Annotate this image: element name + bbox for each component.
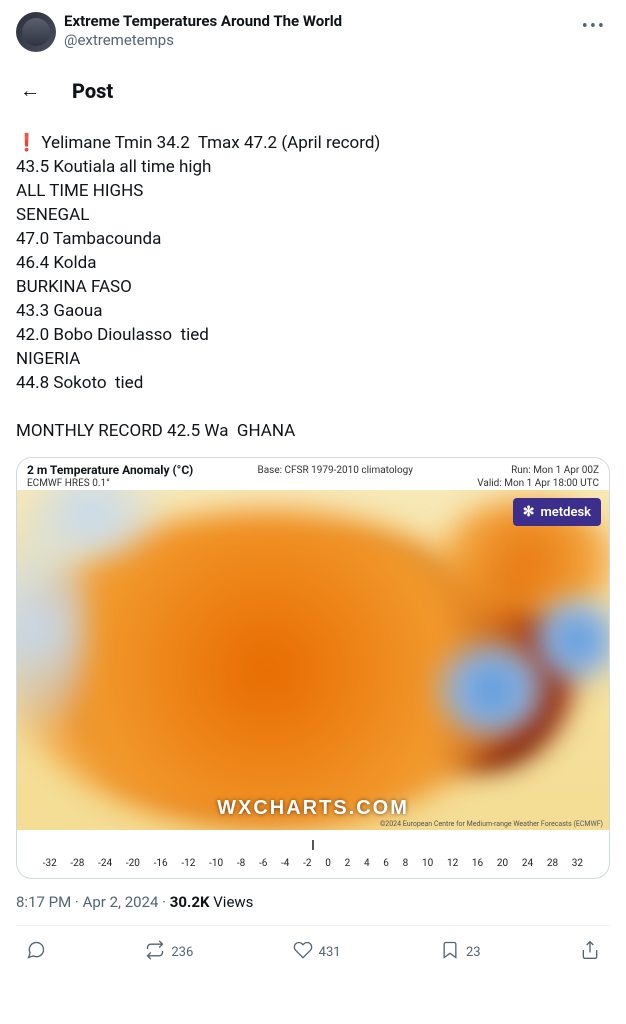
chart-base: Base: CFSR 1979-2010 climatology bbox=[257, 464, 413, 490]
wxcharts-watermark: WXCHARTS.COM bbox=[217, 797, 409, 820]
map-area: ✻ metdesk WXCHARTS.COM ©2024 European Ce… bbox=[17, 490, 609, 830]
chart-title: 2 m Temperature Anomaly (°C) bbox=[27, 464, 193, 477]
chart-inner: 2 m Temperature Anomaly (°C) ECMWF HRES … bbox=[17, 458, 609, 878]
chart-run: Run: Mon 1 Apr 00Z bbox=[477, 464, 599, 477]
snowflake-icon: ✻ bbox=[523, 504, 535, 520]
chart-card[interactable]: 2 m Temperature Anomaly (°C) ECMWF HRES … bbox=[16, 457, 610, 879]
divider bbox=[16, 925, 610, 926]
chart-subtitle: ECMWF HRES 0.1° bbox=[27, 477, 193, 490]
like-button[interactable]: 431 bbox=[293, 940, 341, 964]
handle: @extremetemps bbox=[64, 31, 342, 50]
views-count: 30.2K bbox=[170, 893, 210, 911]
gradient-strip bbox=[312, 840, 314, 850]
bookmark-icon bbox=[440, 940, 460, 964]
post-date[interactable]: Apr 2, 2024 bbox=[83, 893, 159, 911]
post-label: Post bbox=[72, 79, 113, 103]
bookmark-button[interactable]: 23 bbox=[440, 940, 481, 964]
reply-icon bbox=[26, 940, 46, 964]
retweet-button[interactable]: 236 bbox=[145, 940, 193, 964]
like-count: 431 bbox=[319, 945, 341, 960]
display-name: Extreme Temperatures Around The World bbox=[64, 12, 342, 31]
account-names[interactable]: Extreme Temperatures Around The World @e… bbox=[64, 12, 342, 50]
share-icon bbox=[580, 940, 600, 964]
scale-ticks: -32-28-24-20-16-12-10-8-6-4-202468101216… bbox=[41, 858, 586, 869]
views-label: Views bbox=[213, 893, 253, 911]
post-time[interactable]: 8:17 PM bbox=[16, 893, 71, 911]
chart-credit: ©2024 European Centre for Medium-range W… bbox=[380, 820, 603, 828]
reply-button[interactable] bbox=[26, 940, 46, 964]
action-bar: 236 431 23 bbox=[16, 932, 610, 968]
badge-text: metdesk bbox=[540, 505, 591, 520]
post-bar: ← Post bbox=[16, 74, 610, 107]
avatar[interactable] bbox=[16, 12, 56, 52]
retweet-count: 236 bbox=[171, 945, 193, 960]
metdesk-badge: ✻ metdesk bbox=[513, 498, 601, 526]
bookmark-count: 23 bbox=[466, 945, 481, 960]
color-scale: -32-28-24-20-16-12-10-8-6-4-202468101216… bbox=[17, 830, 609, 875]
chart-valid: Valid: Mon 1 Apr 18:00 UTC bbox=[477, 477, 599, 490]
chart-header: 2 m Temperature Anomaly (°C) ECMWF HRES … bbox=[17, 458, 609, 490]
meta-line: 8:17 PM · Apr 2, 2024 · 30.2K Views bbox=[16, 893, 610, 911]
tweet-container: Extreme Temperatures Around The World @e… bbox=[0, 0, 626, 980]
retweet-icon bbox=[145, 940, 165, 964]
share-button[interactable] bbox=[580, 940, 600, 964]
heart-icon bbox=[293, 940, 313, 964]
back-arrow-icon[interactable]: ← bbox=[16, 74, 44, 107]
tweet-header: Extreme Temperatures Around The World @e… bbox=[16, 12, 610, 52]
tweet-body: ❗ Yelimane Tmin 34.2 Tmax 47.2 (April re… bbox=[16, 131, 610, 443]
more-options-button[interactable]: ••• bbox=[578, 12, 610, 41]
